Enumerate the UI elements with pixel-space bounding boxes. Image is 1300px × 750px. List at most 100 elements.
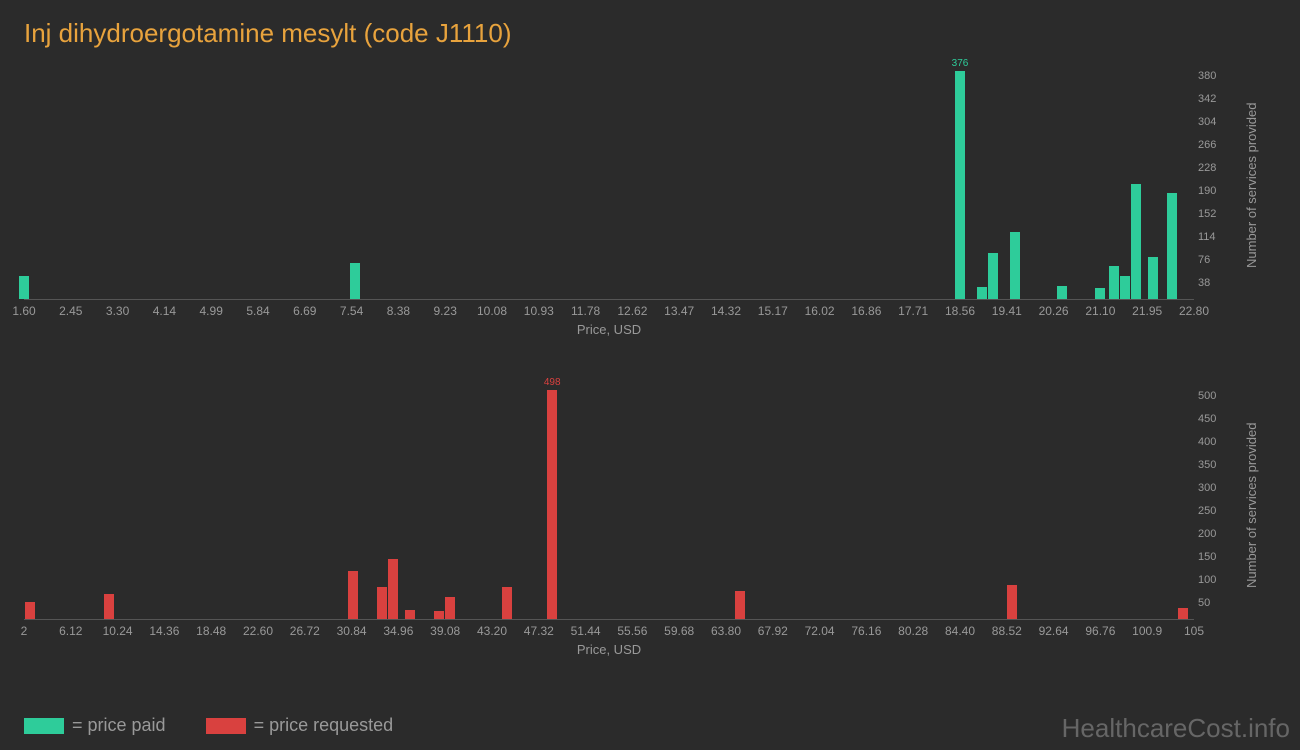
bar: [104, 594, 114, 619]
chart2-plot: 498: [24, 390, 1194, 620]
x-tick-label: 30.84: [337, 624, 367, 638]
x-tick-label: 18.48: [196, 624, 226, 638]
chart-price-paid: 376 1.602.453.304.144.995.846.697.548.38…: [24, 60, 1254, 340]
legend-item-requested: = price requested: [206, 715, 394, 736]
x-tick-label: 63.80: [711, 624, 741, 638]
bar: [348, 571, 358, 619]
x-tick-label: 13.47: [664, 304, 694, 318]
bar: [1109, 266, 1119, 299]
y-tick-label: 250: [1198, 505, 1216, 517]
bar: [405, 610, 415, 619]
y-tick-label: 304: [1198, 116, 1216, 128]
bar: [377, 587, 387, 619]
x-tick-label: 84.40: [945, 624, 975, 638]
y-tick-label: 200: [1198, 528, 1216, 540]
x-tick-label: 21.95: [1132, 304, 1162, 318]
x-tick-label: 4.99: [200, 304, 223, 318]
x-tick-label: 96.76: [1085, 624, 1115, 638]
y-tick-label: 266: [1198, 139, 1216, 151]
x-tick-label: 88.52: [992, 624, 1022, 638]
x-tick-label: 2: [21, 624, 28, 638]
chart1-ylabels: 3876114152190228266304342380: [1198, 70, 1238, 300]
x-tick-label: 22.60: [243, 624, 273, 638]
x-tick-label: 19.41: [992, 304, 1022, 318]
x-tick-label: 6.69: [293, 304, 316, 318]
bar: [25, 602, 35, 619]
chart1-plot: 376: [24, 70, 1194, 300]
x-tick-label: 4.14: [153, 304, 176, 318]
y-tick-label: 38: [1198, 277, 1210, 289]
x-tick-label: 8.38: [387, 304, 410, 318]
y-tick-label: 100: [1198, 574, 1216, 586]
x-tick-label: 16.86: [851, 304, 881, 318]
chart2-yaxis-title: Number of services provided: [1244, 390, 1264, 620]
y-tick-label: 500: [1198, 390, 1216, 402]
bar: [434, 611, 444, 619]
bar: [502, 587, 512, 619]
y-tick-label: 300: [1198, 482, 1216, 494]
x-tick-label: 43.20: [477, 624, 507, 638]
x-tick-label: 22.80: [1179, 304, 1209, 318]
bar: [1007, 585, 1017, 620]
x-tick-label: 11.78: [571, 304, 600, 318]
y-tick-label: 114: [1198, 231, 1216, 243]
y-tick-label: 342: [1198, 93, 1216, 105]
bar: [350, 263, 360, 299]
legend-label-paid: = price paid: [72, 715, 166, 736]
x-tick-label: 47.32: [524, 624, 554, 638]
chart2-ylabels: 50100150200250300350400450500: [1198, 390, 1238, 620]
x-tick-label: 105: [1184, 624, 1204, 638]
watermark: HealthcareCost.info: [1062, 713, 1290, 744]
x-tick-label: 2.45: [59, 304, 82, 318]
x-tick-label: 34.96: [383, 624, 413, 638]
bar: [388, 559, 398, 619]
x-tick-label: 10.93: [524, 304, 554, 318]
legend-label-requested: = price requested: [254, 715, 394, 736]
x-tick-label: 14.36: [149, 624, 179, 638]
bar-value-label: 376: [952, 58, 969, 69]
bar: [445, 597, 455, 619]
bar: [1178, 608, 1188, 620]
x-tick-label: 18.56: [945, 304, 975, 318]
x-tick-label: 51.44: [571, 624, 601, 638]
chart1-xaxis-title: Price, USD: [24, 322, 1194, 337]
legend-swatch-requested: [206, 718, 246, 734]
y-tick-label: 190: [1198, 185, 1216, 197]
x-tick-label: 92.64: [1039, 624, 1069, 638]
x-tick-label: 17.71: [898, 304, 928, 318]
bar: [547, 390, 557, 619]
x-tick-label: 10.08: [477, 304, 507, 318]
y-tick-label: 450: [1198, 413, 1216, 425]
legend-swatch-paid: [24, 718, 64, 734]
y-tick-label: 76: [1198, 254, 1210, 266]
x-tick-label: 20.26: [1039, 304, 1069, 318]
x-tick-label: 26.72: [290, 624, 320, 638]
bar: [1010, 232, 1020, 299]
bar: [955, 71, 965, 299]
x-tick-label: 59.68: [664, 624, 694, 638]
chart-price-requested: 498 26.1210.2414.3618.4822.6026.7230.843…: [24, 380, 1254, 660]
x-tick-label: 67.92: [758, 624, 788, 638]
chart1-yaxis-title: Number of services provided: [1244, 70, 1264, 300]
x-tick-label: 1.60: [12, 304, 35, 318]
bar-value-label: 498: [544, 377, 561, 388]
bar: [1148, 257, 1158, 299]
x-tick-label: 55.56: [617, 624, 647, 638]
y-tick-label: 228: [1198, 162, 1216, 174]
x-tick-label: 39.08: [430, 624, 460, 638]
bar: [988, 253, 998, 299]
x-tick-label: 3.30: [106, 304, 129, 318]
x-tick-label: 72.04: [805, 624, 835, 638]
x-tick-label: 100.9: [1132, 624, 1162, 638]
y-tick-label: 152: [1198, 208, 1216, 220]
legend: = price paid = price requested: [24, 715, 393, 736]
bar: [1095, 288, 1105, 299]
bar: [1120, 276, 1130, 299]
bar: [735, 591, 745, 619]
bar: [19, 276, 29, 299]
y-tick-label: 400: [1198, 436, 1216, 448]
x-tick-label: 16.02: [805, 304, 835, 318]
y-tick-label: 50: [1198, 597, 1210, 609]
x-tick-label: 76.16: [851, 624, 881, 638]
chart2-xlabels: 26.1210.2414.3618.4822.6026.7230.8434.96…: [24, 624, 1194, 640]
